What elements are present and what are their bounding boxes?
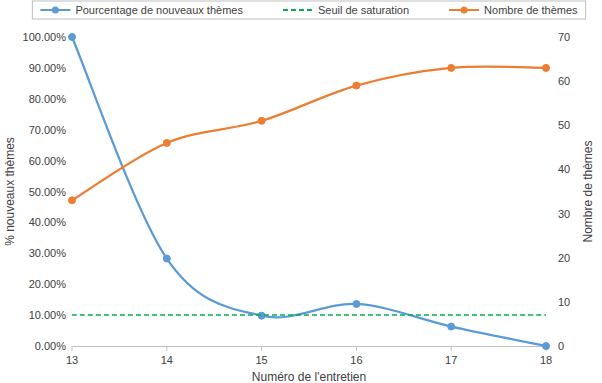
y2-tick-label: 40 [558, 163, 570, 175]
y2-tick [546, 257, 550, 258]
series-line [72, 67, 546, 201]
x-tick-label: 13 [66, 354, 78, 366]
y-tick-label: 50.00% [29, 186, 67, 198]
y-tick [68, 160, 72, 161]
legend-item: Nombre de thèmes [449, 4, 578, 16]
y2-tick-label: 70 [558, 31, 570, 43]
series-marker [543, 64, 550, 71]
x-tick [261, 346, 262, 351]
legend-box [32, 1, 585, 19]
y2-tick-label: 50 [558, 119, 570, 131]
legend: Pourcentage de nouveaux thèmes Seuil de s… [32, 1, 585, 19]
legend-label: Nombre de thèmes [484, 4, 578, 16]
plot-area [69, 34, 550, 350]
y2-tick-label: 0 [558, 340, 564, 352]
x-tick [166, 346, 167, 351]
y2-tick [546, 81, 550, 82]
series-line [72, 314, 546, 316]
legend-swatch [283, 9, 313, 11]
series-marker [543, 343, 550, 350]
y-tick [68, 191, 72, 192]
x-tick-label: 15 [255, 354, 267, 366]
series-marker [448, 323, 455, 330]
y-tick-label: 80.00% [29, 93, 67, 105]
series-marker [69, 34, 76, 41]
y2-tick-label: 20 [558, 252, 570, 264]
y-tick [68, 98, 72, 99]
x-tick-label: 17 [445, 354, 457, 366]
legend-label: Seuil de saturation [318, 4, 409, 16]
y2-tick [546, 169, 550, 170]
y2-tick [546, 213, 550, 214]
series-line [72, 37, 546, 346]
series-marker [163, 255, 170, 262]
legend-item: Pourcentage de nouveaux thèmes [40, 4, 243, 16]
x-tick-label: 18 [540, 354, 552, 366]
series-marker [69, 197, 76, 204]
series-marker [448, 64, 455, 71]
legend-marker [52, 7, 59, 14]
legend-item: Seuil de saturation [283, 4, 409, 16]
y2-tick-label: 60 [558, 75, 570, 87]
y2-tick-label: 30 [558, 208, 570, 220]
series-marker [258, 117, 265, 124]
x-tick-label: 14 [161, 354, 173, 366]
x-axis-line [72, 346, 546, 347]
y-tick-label: 40.00% [29, 216, 67, 228]
x-tick [356, 346, 357, 351]
y-tick-label: 60.00% [29, 155, 67, 167]
y2-tick [546, 301, 550, 302]
y-tick [68, 346, 72, 347]
y2-tick-label: 10 [558, 296, 570, 308]
y-axis-title: % nouveaux thèmes [3, 137, 17, 246]
y2-axis-title: Nombre de thèmes [581, 140, 595, 242]
series-marker [163, 139, 170, 146]
y2-tick [546, 37, 550, 38]
series-marker [353, 82, 360, 89]
y-tick-label: 30.00% [29, 247, 67, 259]
chart: 13 14 15 16 17 18 0.00% 10.00% 20.00% 30.00% 40.00… [0, 0, 602, 383]
legend-marker [461, 7, 468, 14]
y-tick [68, 129, 72, 130]
y2-tick [546, 125, 550, 126]
legend-label: Pourcentage de nouveaux thèmes [75, 4, 243, 16]
y-tick-label: 100.00% [23, 31, 67, 43]
y-tick-label: 70.00% [29, 124, 67, 136]
y-tick [68, 222, 72, 223]
x-tick [451, 346, 452, 351]
y-tick-label: 20.00% [29, 278, 67, 290]
x-tick [72, 346, 73, 351]
y-tick [68, 284, 72, 285]
y-tick [68, 253, 72, 254]
x-tick-label: 16 [350, 354, 362, 366]
x-axis-title: Numéro de l'entretien [252, 370, 366, 383]
series-marker [353, 300, 360, 307]
y-tick-label: 90.00% [29, 62, 67, 74]
y-tick-label: 10.00% [29, 309, 67, 321]
y-tick-label: 0.00% [35, 340, 66, 352]
y-tick [68, 67, 72, 68]
y-tick [68, 315, 72, 316]
